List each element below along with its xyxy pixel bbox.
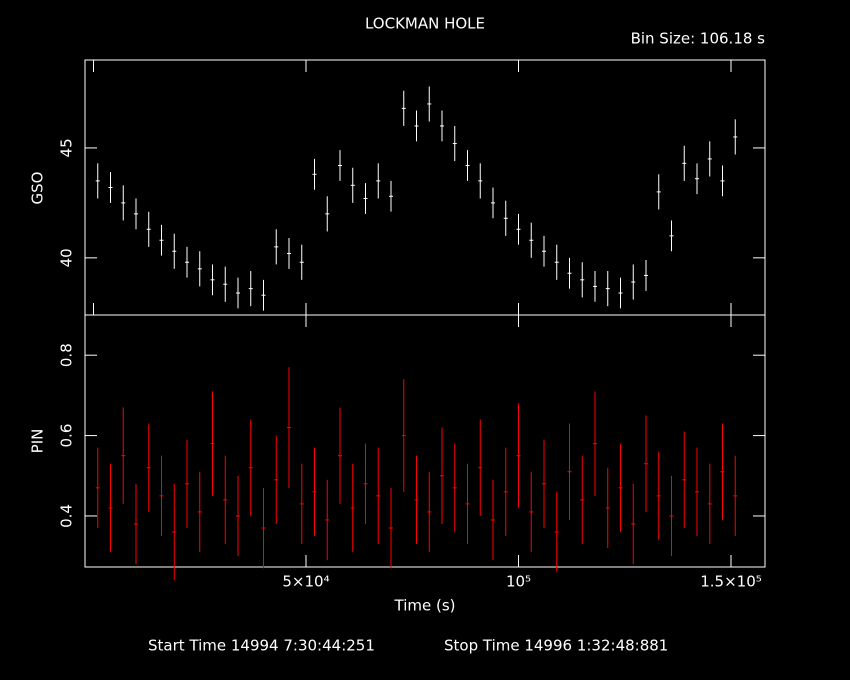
x-tick-label: 5×10⁴ xyxy=(282,573,329,591)
y-tick-label: 0.4 xyxy=(58,504,76,528)
y-tick-label: 0.8 xyxy=(58,343,76,367)
y-axis-label: PIN xyxy=(29,429,47,454)
y-tick-label: 40 xyxy=(58,248,76,267)
y-tick-label: 45 xyxy=(58,138,76,157)
start-time: Start Time 14994 7:30:44:251 xyxy=(148,637,375,655)
plot-frame xyxy=(84,314,766,568)
x-tick-label: 10⁵ xyxy=(506,573,531,591)
stop-time: Stop Time 14996 1:32:48:881 xyxy=(444,637,668,655)
y-tick-label: 0.6 xyxy=(58,424,76,448)
bin-size: Bin Size: 106.18 s xyxy=(631,30,766,48)
x-axis-label: Time (s) xyxy=(394,597,456,615)
x-tick-label: 1.5×10⁵ xyxy=(700,573,762,591)
chart-title: LOCKMAN HOLE xyxy=(365,15,485,33)
y-axis-label: GSO xyxy=(29,172,47,205)
